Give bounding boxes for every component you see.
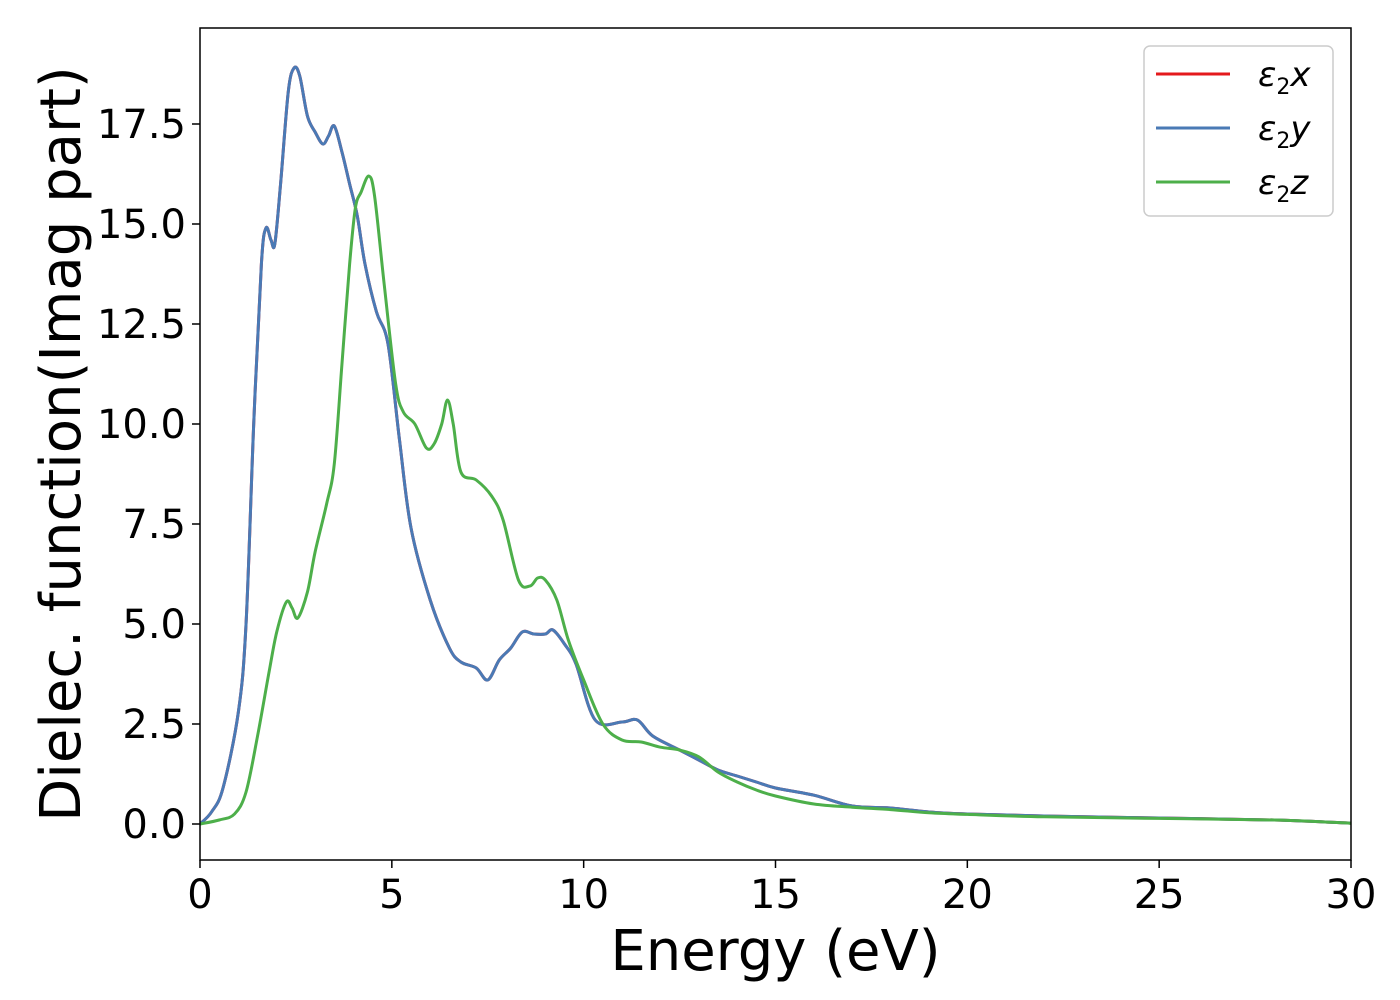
y-tick-label: 17.5 xyxy=(97,102,186,148)
series-line-z xyxy=(200,174,1351,826)
legend-box xyxy=(1143,45,1334,217)
y-tick-label: 5.0 xyxy=(122,602,186,648)
x-tick-label: 30 xyxy=(1326,872,1377,918)
legend-label-z: ε2z xyxy=(1258,163,1309,208)
series-line-y xyxy=(200,65,1351,826)
plot-frame xyxy=(199,27,1352,861)
y-tick-label: 7.5 xyxy=(122,502,186,548)
y-tick-label: 10.0 xyxy=(97,402,186,448)
x-tick-label: 0 xyxy=(187,872,212,918)
y-axis-title: Dielec. function(Imag part) xyxy=(29,66,94,822)
x-tick-label: 5 xyxy=(379,872,404,918)
y-tick-label: 15.0 xyxy=(97,202,186,248)
x-tick-label: 15 xyxy=(750,872,801,918)
legend-label-y: ε2y xyxy=(1258,109,1311,154)
x-tick-label: 25 xyxy=(1134,872,1185,918)
x-axis-ticks: 0 5 10 15 20 25 30 xyxy=(187,860,1376,918)
y-tick-label: 2.5 xyxy=(122,702,186,748)
y-tick-label: 0.0 xyxy=(122,802,186,848)
x-tick-label: 20 xyxy=(942,872,993,918)
legend-label-x: ε2x xyxy=(1258,55,1311,100)
y-axis-ticks: 0.0 2.5 5.0 7.5 10.0 12.5 15.0 17.5 xyxy=(97,102,200,848)
x-axis-title: Energy (eV) xyxy=(610,919,940,984)
plot-series xyxy=(200,65,1351,826)
y-tick-label: 12.5 xyxy=(97,302,186,348)
x-tick-label: 10 xyxy=(558,872,609,918)
legend: ε2x ε2y ε2z xyxy=(1143,45,1334,217)
